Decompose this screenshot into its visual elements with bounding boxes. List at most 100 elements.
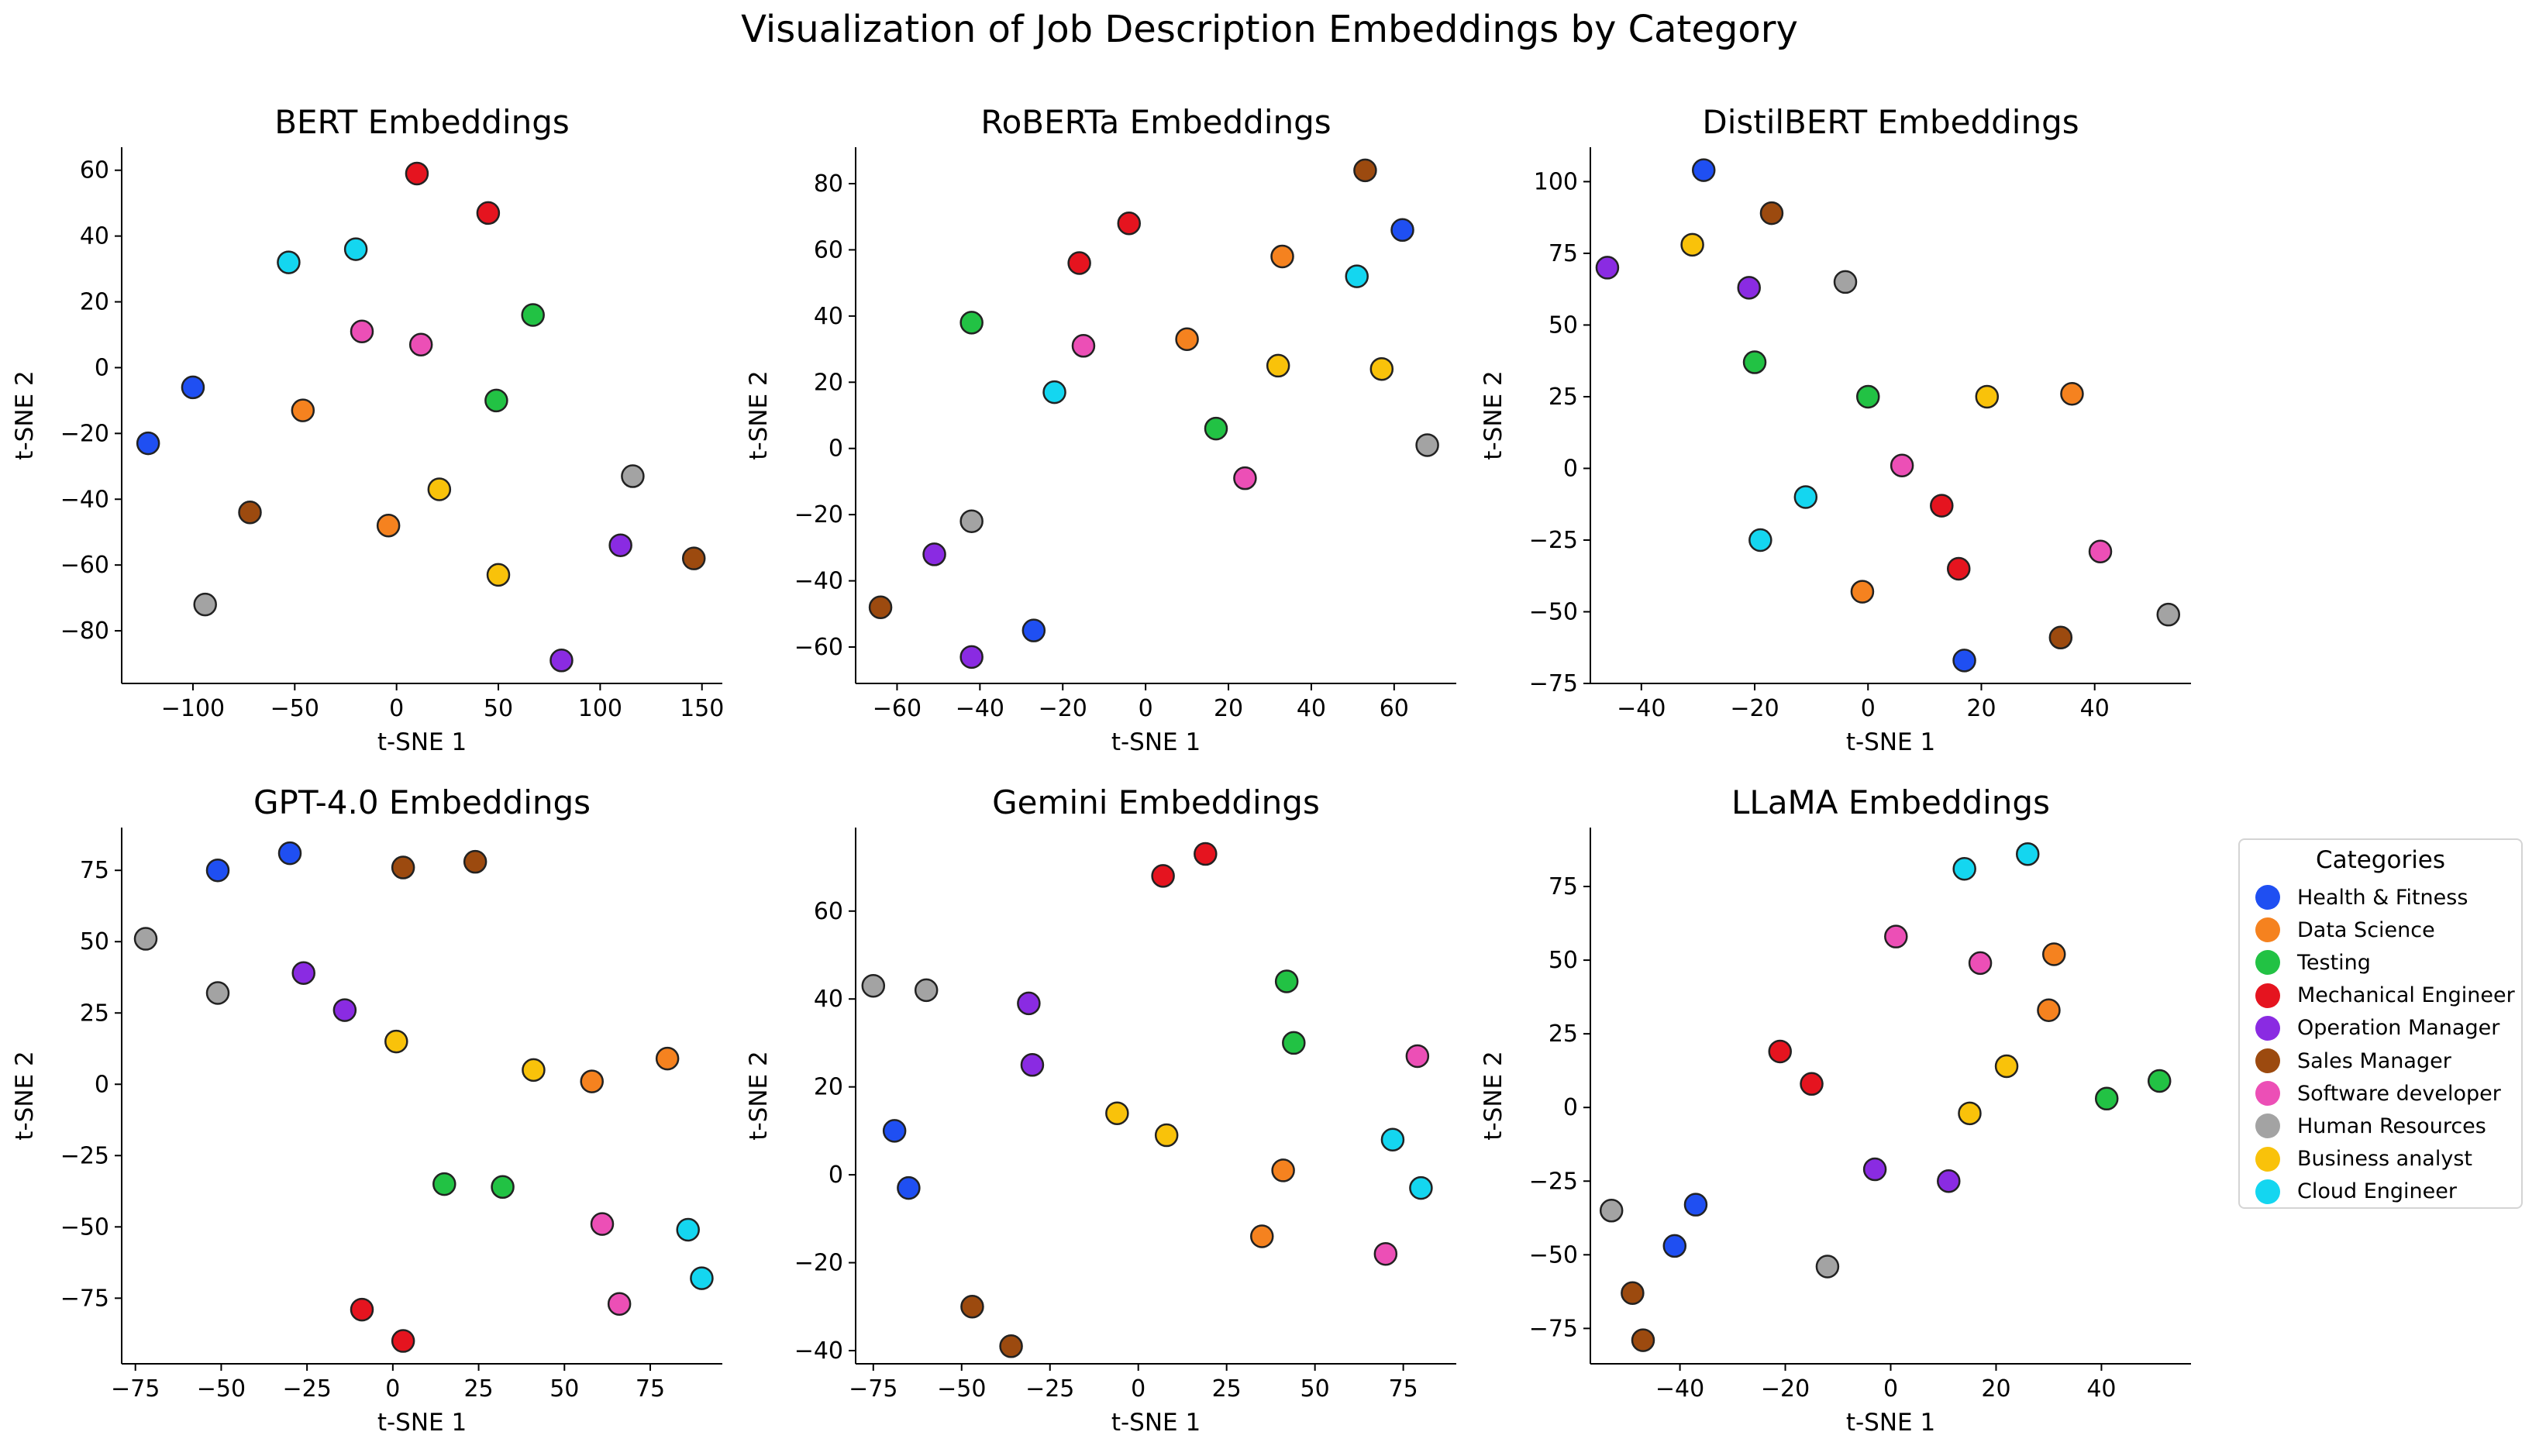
data-point [193, 592, 217, 617]
data-point [1890, 453, 1914, 478]
data-point [522, 1058, 546, 1083]
data-point [914, 978, 939, 1003]
y-tick-label: −50 [1529, 598, 1578, 625]
x-tick-label: 100 [578, 695, 622, 722]
data-point [2016, 842, 2040, 866]
data-point [549, 649, 574, 673]
legend-marker [2255, 1015, 2280, 1041]
legend-marker [2255, 983, 2280, 1008]
data-point [1748, 528, 1772, 552]
x-axis-label: t-SNE 1 [1846, 728, 1935, 756]
subplot-title: DistilBERT Embeddings [1702, 103, 2079, 141]
y-tick-label: 0 [829, 1162, 843, 1189]
data-point [1271, 1158, 1295, 1182]
subplot-title: Gemini Embeddings [992, 783, 1320, 821]
data-point [384, 1029, 408, 1054]
data-point [1862, 1157, 1887, 1182]
x-axis-label: t-SNE 1 [1846, 1409, 1935, 1437]
x-tick-label: −50 [937, 1375, 986, 1403]
y-tick-label: 25 [1549, 384, 1578, 411]
legend: Categories Health & Fitness Data Science T… [2238, 838, 2523, 1209]
data-point [432, 1172, 456, 1196]
data-point [486, 563, 511, 587]
legend-label: Health & Fitness [2297, 885, 2468, 910]
data-point [2088, 539, 2113, 564]
data-point [1833, 270, 1858, 294]
data-point [959, 509, 984, 533]
legend-marker [2255, 885, 2280, 910]
legend-title: Categories [2315, 846, 2446, 874]
legend-item: Operation Manager [2255, 1013, 2499, 1044]
data-point [521, 303, 545, 327]
y-tick-label: 50 [1549, 312, 1578, 339]
data-point [1266, 353, 1290, 378]
subplot-4: GPT-4.0 Embeddings −75 −50 −25 0 25 50 75 −75 −50… [11, 783, 722, 1437]
data-point [1958, 1101, 1982, 1126]
data-point [408, 332, 433, 356]
subplot-title: RoBERTa Embeddings [980, 103, 1331, 141]
data-point [1282, 1031, 1306, 1055]
legend-label: Operation Manager [2297, 1016, 2500, 1041]
data-point [1759, 201, 1784, 225]
data-point [1020, 1053, 1045, 1077]
data-point [1071, 334, 1096, 358]
data-point [1067, 251, 1091, 275]
y-tick-label: −40 [794, 568, 843, 595]
data-point [607, 1292, 632, 1316]
data-point [1621, 1281, 1645, 1305]
y-axis-label: t-SNE 2 [745, 1051, 773, 1140]
y-tick-label: 80 [814, 170, 843, 198]
legend-item: Data Science [2255, 914, 2435, 945]
data-point [868, 595, 893, 620]
data-point [332, 998, 357, 1022]
legend-item: Mechanical Engineer [2255, 980, 2515, 1011]
legend-item: Cloud Engineer [2255, 1176, 2457, 1207]
y-tick-label: −20 [60, 420, 109, 447]
x-tick-label: 0 [389, 695, 404, 722]
data-point [1994, 1054, 2019, 1079]
y-tick-label: 50 [80, 928, 109, 955]
data-point [1952, 649, 1976, 673]
y-tick-label: 60 [80, 157, 109, 184]
legend-marker [2255, 950, 2280, 976]
figure-title: Visualization of Job Description Embeddi… [741, 8, 1798, 51]
data-point [690, 1266, 714, 1290]
y-tick-label: −75 [1529, 670, 1578, 697]
data-point [291, 961, 315, 985]
data-point [1952, 856, 1976, 881]
y-tick-label: 60 [814, 898, 843, 925]
data-point [1662, 1234, 1687, 1258]
data-point [1815, 1255, 1840, 1279]
y-tick-label: 0 [95, 1071, 109, 1098]
y-tick-label: 40 [80, 223, 109, 250]
data-point [350, 1297, 374, 1322]
y-axis-label: t-SNE 2 [1480, 1051, 1507, 1140]
x-tick-label: 0 [385, 1375, 400, 1403]
y-tick-label: −40 [794, 1337, 843, 1365]
data-point [1270, 244, 1294, 269]
data-point [1856, 384, 1880, 409]
x-tick-label: 0 [1861, 695, 1876, 722]
data-point [343, 237, 368, 261]
subplot-1: BERT Embeddings −100 −50 0 50 100 150 −80 −60 −40… [11, 103, 724, 756]
legend-marker [2255, 1081, 2280, 1107]
y-axis-label: t-SNE 2 [745, 370, 773, 460]
y-tick-label: −60 [60, 552, 109, 579]
legend-item: Testing [2255, 947, 2371, 978]
x-tick-label: −40 [956, 695, 1004, 722]
subplot-title: BERT Embeddings [274, 103, 570, 141]
x-tick-label: −50 [270, 695, 319, 722]
legend-label: Sales Manager [2297, 1048, 2451, 1073]
legend-item: Business analyst [2255, 1144, 2472, 1175]
y-tick-label: 20 [80, 289, 109, 316]
data-point [181, 375, 205, 400]
y-tick-label: −50 [60, 1213, 109, 1241]
y-axis-label: t-SNE 2 [11, 370, 39, 460]
subplot-3: DistilBERT Embeddings −40 −20 0 20 40 −75 −50 −2… [1480, 103, 2191, 756]
x-tick-label: −50 [197, 1375, 246, 1403]
x-tick-label: 50 [1301, 1375, 1330, 1403]
data-point [608, 533, 632, 557]
data-point [681, 546, 706, 570]
data-point [1768, 1039, 1792, 1064]
